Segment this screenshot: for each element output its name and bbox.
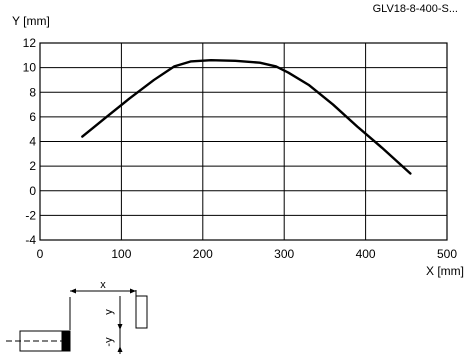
y-dim-arrow-top <box>117 324 123 330</box>
x-dim-arrow-right <box>130 288 136 294</box>
x-dim-arrow-left <box>70 288 76 294</box>
x-dim-label: x <box>100 279 106 291</box>
y-tick-label: 4 <box>29 135 36 149</box>
y-tick-label: 10 <box>23 61 37 75</box>
x-tick-labels: 0 100 200 300 400 500 <box>37 247 458 261</box>
product-label: GLV18-8-400-S... <box>373 3 458 15</box>
y-tick-label: 6 <box>29 110 36 124</box>
x-tick-label: 500 <box>437 247 457 261</box>
y-dim-arrow-bottom <box>117 346 123 352</box>
x-tick-label: 100 <box>111 247 131 261</box>
x-tick-label: 300 <box>274 247 294 261</box>
y-dim-label: y <box>103 309 115 315</box>
y-tick-label: 8 <box>29 85 36 99</box>
x-tick-label: 400 <box>356 247 376 261</box>
target-object <box>135 295 148 329</box>
sensor-diagram <box>6 288 148 354</box>
x-tick-label: 0 <box>37 247 44 261</box>
series-group <box>81 59 412 175</box>
y-tick-label: 2 <box>29 159 36 173</box>
grid <box>39 42 448 241</box>
neg-y-dim-label: -y <box>103 337 115 347</box>
x-axis-title: X [mm] <box>426 264 464 278</box>
plot-frame <box>39 42 448 241</box>
series-line-0 <box>81 59 412 175</box>
y-tick-label: -2 <box>25 208 36 222</box>
y-tick-label: 0 <box>29 184 36 198</box>
y-axis-title: Y [mm] <box>12 14 50 28</box>
y-tick-labels: -4 -2 0 2 4 6 8 10 12 <box>23 36 37 247</box>
x-tick-label: 200 <box>193 247 213 261</box>
y-tick-label: -4 <box>25 233 36 247</box>
sensor-head <box>61 330 71 352</box>
y-tick-label: 12 <box>23 36 37 50</box>
